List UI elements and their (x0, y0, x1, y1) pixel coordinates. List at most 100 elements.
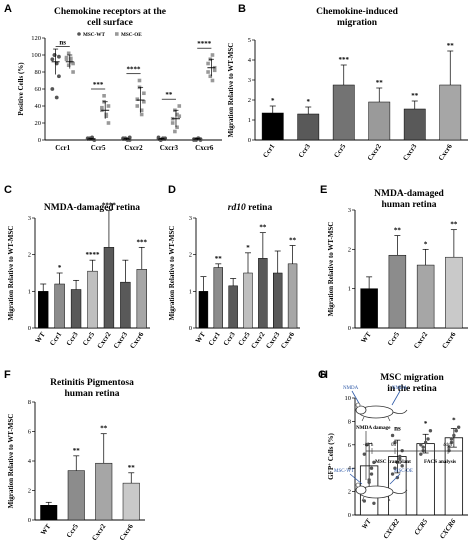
x-tick-label: Cxcr2 (124, 144, 143, 152)
y-axis-label: Migration Relative to WT-MSC (227, 43, 235, 138)
time-label-2: 0h (391, 443, 397, 448)
data-point-oe (135, 97, 140, 101)
mouse-ear (355, 402, 361, 408)
y-tick-label: 6 (28, 429, 32, 436)
bar (103, 247, 115, 329)
significance-label: *** (339, 56, 350, 64)
data-point-oe (208, 74, 213, 79)
needle-left (351, 390, 361, 406)
panel-title: MSC migration (380, 373, 444, 383)
legend-label: MSC-WT (83, 32, 105, 38)
significance-label: ** (394, 227, 402, 235)
data-point-oe (106, 104, 111, 108)
panel-title: migration (337, 18, 378, 28)
y-tick-label: 80 (35, 69, 42, 76)
data-point (367, 480, 371, 484)
y-tick-label: 1 (248, 117, 251, 124)
data-point-oe (66, 51, 71, 56)
y-tick-label: 3 (28, 215, 31, 222)
y-tick-label: 0 (348, 512, 351, 519)
x-tick-label: Cxcr3 (401, 142, 418, 162)
x-tick-label: Cxcr6 (440, 330, 457, 350)
mouse-icon-bottom (349, 473, 408, 502)
y-tick-label: 2 (189, 252, 192, 259)
x-tick-label: Cxcr2 (90, 522, 107, 540)
legend-marker-oe (115, 32, 119, 36)
data-point (369, 466, 374, 470)
data-point (393, 440, 397, 445)
data-point-oe (102, 94, 106, 98)
data-point (372, 501, 376, 505)
data-point (369, 472, 374, 476)
data-point (398, 457, 402, 461)
data-point-oe (64, 57, 69, 62)
y-tick-label: 1 (28, 288, 31, 295)
y-tick-label: 4 (28, 458, 32, 465)
y-tick-label: 40 (35, 103, 42, 110)
data-point (400, 448, 404, 453)
y-tick-label: 0 (38, 137, 41, 144)
data-point-wt (92, 138, 97, 142)
data-point-oe (177, 114, 182, 118)
x-tick-label: Cxcr6 (437, 142, 454, 162)
y-tick-label: 3 (348, 207, 351, 214)
y-tick-label: 8 (28, 399, 31, 406)
bar (38, 291, 49, 329)
y-tick-label: 3 (189, 215, 192, 222)
y-tick-label: 20 (35, 120, 42, 127)
panel-title: Retinitis Pigmentosa (50, 378, 134, 388)
x-tick-label: Ccr3 (65, 330, 80, 347)
x-tick-label: CXCR2 (382, 517, 402, 540)
panel-title: human retina (65, 389, 120, 399)
x-tick-label: Cxcr2 (366, 142, 383, 162)
data-point (447, 445, 451, 449)
data-point (362, 452, 367, 456)
significance-label: * (271, 97, 275, 105)
mouse-leg (361, 416, 365, 422)
x-tick-label: Ccr1 (48, 330, 63, 347)
data-point (454, 429, 458, 433)
data-point (400, 464, 404, 468)
x-tick-label: CCR5 (413, 517, 430, 536)
data-point (449, 437, 454, 441)
data-point-oe (210, 78, 215, 83)
significance-label: *** (137, 238, 148, 246)
significance-label: *** (93, 81, 104, 89)
significance-label: * (424, 420, 428, 428)
panel-title: in the retina (387, 384, 437, 394)
significance-label: ** (100, 425, 108, 433)
panel-c: C NMDA-damaged retina 0 1 2 3 Migration Relati… (4, 184, 150, 350)
y-tick-label: 6 (348, 442, 352, 449)
needle-right (389, 473, 401, 485)
bar (95, 462, 113, 521)
data-point (362, 499, 367, 503)
y-axis-label-part: GFP (327, 465, 335, 480)
significance-label: ** (376, 79, 384, 87)
x-tick-label: Ccr5 (65, 522, 80, 539)
bar (332, 84, 355, 141)
y-tick-label: 2 (348, 246, 351, 253)
data-point-oe (100, 105, 104, 110)
data-point-wt (57, 74, 61, 79)
y-tick-label: 0 (28, 325, 31, 332)
significance-label: ** (215, 255, 223, 263)
data-point-wt (57, 54, 61, 59)
significance-label: ns (59, 39, 66, 47)
mouse-tail (392, 489, 408, 494)
bar (368, 101, 391, 141)
mouse-tail (392, 409, 408, 414)
bar (198, 291, 209, 329)
panel-title: human retina (382, 200, 437, 210)
y-tick-label: 2 (28, 252, 31, 259)
data-point (428, 429, 433, 433)
x-tick-label: WT (34, 330, 47, 344)
x-tick-label: Ccr1 (207, 330, 222, 347)
y-tick-label: 5 (248, 37, 251, 44)
time-label-1: -12 h (363, 443, 374, 448)
bar (136, 269, 147, 329)
y-axis-label: Migration Relative to WT-MSC (327, 222, 335, 317)
data-point (423, 440, 428, 445)
